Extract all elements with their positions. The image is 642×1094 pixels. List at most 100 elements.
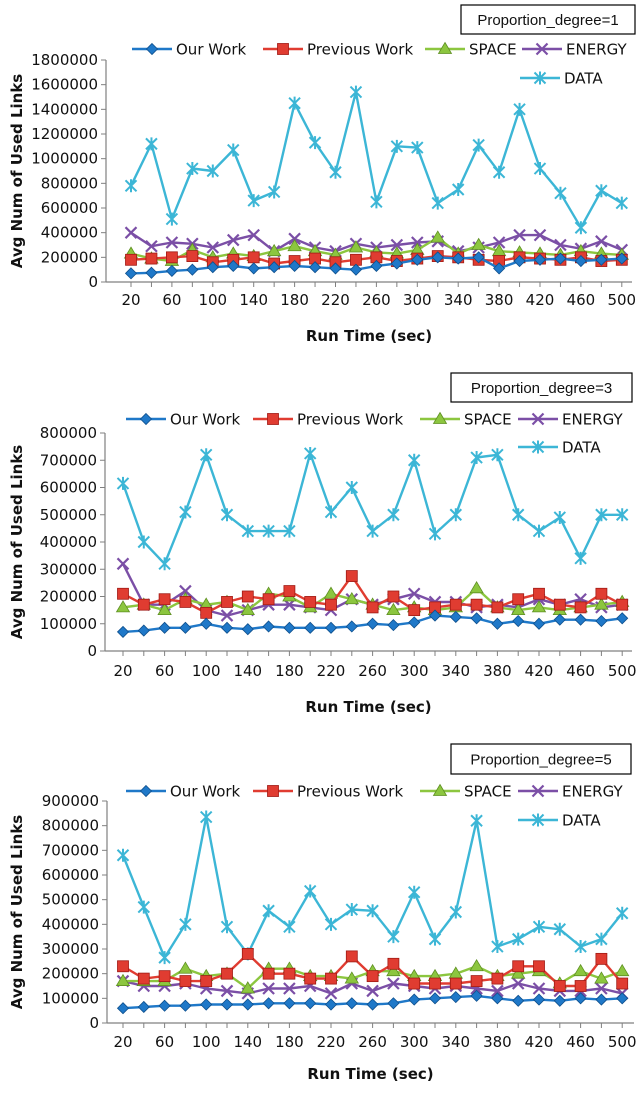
data-point (512, 960, 525, 973)
legend-item: Our Work (132, 41, 247, 59)
data-point (595, 993, 608, 1006)
data-point (513, 254, 526, 268)
legend-marker (531, 784, 545, 798)
data-point (124, 179, 138, 193)
data-point (491, 940, 504, 954)
y-tick-label: 0 (88, 273, 98, 291)
x-tick-label: 260 (358, 662, 387, 680)
data-point (574, 601, 587, 614)
x-tick-label: 380 (485, 291, 514, 309)
data-point (431, 196, 444, 210)
data-point (370, 259, 383, 273)
data-point (411, 236, 424, 249)
data-point (533, 587, 545, 600)
data-point (533, 228, 547, 242)
data-point (349, 263, 363, 276)
x-tick-label: 500 (608, 662, 637, 680)
x-tick-label: 100 (192, 662, 221, 680)
x-tick-label: 100 (198, 291, 227, 309)
data-point (386, 963, 401, 977)
data-point (304, 596, 317, 608)
data-point (366, 601, 379, 614)
series-previous-work (117, 948, 629, 992)
data-point (451, 183, 465, 196)
data-point (329, 165, 342, 179)
data-point (115, 600, 131, 613)
series-our-work (124, 251, 628, 280)
data-point (428, 932, 442, 946)
legend-item: SPACE (425, 41, 517, 59)
data-point (323, 586, 339, 599)
data-point (304, 621, 317, 634)
data-point (200, 617, 213, 630)
y-tick-label: 500000 (40, 506, 97, 524)
data-point (158, 970, 171, 983)
legend-marker (437, 41, 453, 54)
legend-marker (533, 71, 547, 85)
legend-marker (432, 411, 448, 424)
x-tick-label: 420 (526, 291, 555, 309)
legend-label: DATA (564, 70, 603, 88)
x-tick-label: 460 (567, 291, 596, 309)
data-point (288, 232, 301, 246)
data-point (387, 930, 400, 944)
series-our-work (116, 989, 629, 1015)
data-point (366, 984, 379, 998)
data-point (324, 917, 338, 931)
legend-item: Previous Work (263, 41, 413, 59)
data-point (428, 992, 442, 1005)
legend-marker (145, 42, 159, 56)
chart-panel-2: Proportion_degree=3 0 100000 200000 300000 40… (8, 372, 637, 716)
data-point (247, 251, 260, 264)
x-tick-label: 60 (162, 291, 181, 309)
data-point (595, 508, 608, 522)
data-point (595, 952, 608, 965)
data-point (532, 982, 546, 995)
data-point (283, 920, 296, 934)
data-point (491, 992, 504, 1005)
data-point (512, 614, 525, 628)
x-tick-label: 340 (441, 662, 470, 680)
data-point (247, 228, 260, 242)
data-point (387, 619, 400, 632)
data-point (511, 977, 525, 990)
y-tick-label: 200000 (41, 248, 98, 266)
data-point (179, 505, 192, 519)
y-tick-label: 1800000 (31, 51, 98, 69)
legend-label: SPACE (464, 411, 512, 429)
data-point (241, 590, 254, 603)
data-point (472, 251, 485, 264)
legend-item: Previous Work (253, 411, 403, 429)
y-tick-label: 600000 (40, 479, 97, 497)
series-line (121, 452, 623, 565)
data-point (532, 524, 546, 538)
annotation-box (450, 743, 632, 775)
data-point (470, 598, 483, 611)
data-point (366, 970, 379, 983)
data-point (283, 621, 296, 634)
data-point (324, 998, 338, 1011)
data-point (491, 617, 504, 630)
data-point (206, 261, 219, 274)
annotation-box (450, 372, 633, 403)
x-tick-label: 340 (444, 291, 473, 309)
data-point (491, 601, 504, 614)
x-tick-label: 140 (233, 1033, 262, 1051)
data-point (158, 951, 171, 965)
data-point (470, 989, 483, 1002)
legend-label: Our Work (170, 783, 241, 801)
data-point (532, 617, 546, 630)
y-tick-label: 100000 (42, 989, 99, 1007)
data-point (283, 997, 296, 1010)
y-tick-label: 200000 (42, 965, 99, 983)
data-point (411, 253, 424, 266)
data-point (304, 972, 317, 985)
data-point (429, 977, 441, 990)
data-point (553, 613, 566, 626)
data-point (553, 922, 567, 936)
legend-marker (139, 784, 153, 798)
data-point (595, 982, 608, 995)
data-point (366, 524, 379, 538)
data-point (428, 609, 442, 622)
data-point (241, 623, 254, 636)
